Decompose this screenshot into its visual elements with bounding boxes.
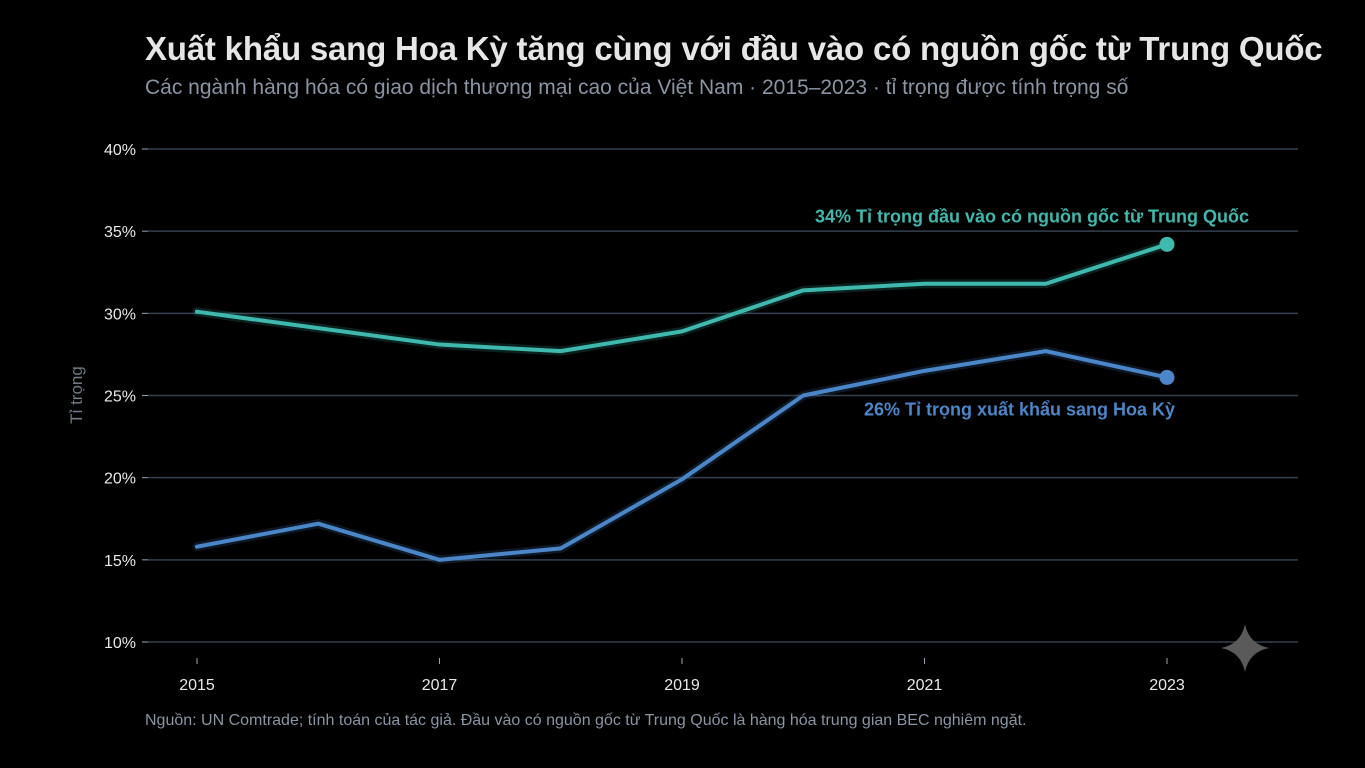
series-line: [195, 242, 1169, 354]
x-tick-label: 2019: [664, 677, 700, 694]
series-labels: 34% Tỉ trọng đầu vào có nguồn gốc từ Tru…: [815, 206, 1249, 419]
y-tick-label: 10%: [104, 635, 136, 652]
series-endpoint: [1159, 369, 1175, 385]
sparkle-icon-shape: [1221, 624, 1269, 672]
y-tick-label: 15%: [104, 553, 136, 570]
series-line: [195, 349, 1169, 562]
chart-subtitle: Các ngành hàng hóa có giao dịch thương m…: [145, 76, 1129, 99]
series-line-glow: [192, 239, 1172, 356]
y-tick-label: 40%: [104, 142, 136, 159]
series-label-china-inputs: 34% Tỉ trọng đầu vào có nguồn gốc từ Tru…: [815, 206, 1249, 226]
x-tick-label: 2023: [1149, 677, 1185, 694]
x-axis-ticks: 2015 2017 2019 2021 2023: [179, 658, 1185, 694]
y-tick-label: 25%: [104, 389, 136, 406]
series-lines: [192, 236, 1175, 565]
x-tick-label: 2021: [907, 677, 943, 694]
series-endpoint: [1159, 236, 1175, 252]
x-tick-label: 2015: [179, 677, 215, 694]
source-note: Nguồn: UN Comtrade; tính toán của tác gi…: [145, 712, 1027, 729]
y-axis-title: Tỉ trọng: [67, 366, 86, 424]
series-label-us-exports: 26% Tỉ trọng xuất khẩu sang Hoa Kỳ: [864, 399, 1175, 419]
gridlines: [142, 148, 1298, 643]
y-axis-ticks: 10% 15% 20% 25% 30% 35% 40%: [104, 142, 136, 652]
series-line-glow: [192, 346, 1172, 565]
y-tick-label: 35%: [104, 224, 136, 241]
y-tick-label: 30%: [104, 306, 136, 323]
y-tick-label: 20%: [104, 471, 136, 488]
chart-title: Xuất khẩu sang Hoa Kỳ tăng cùng với đầu …: [145, 30, 1323, 67]
x-tick-label: 2017: [422, 677, 458, 694]
sparkle-icon: [1221, 624, 1269, 672]
